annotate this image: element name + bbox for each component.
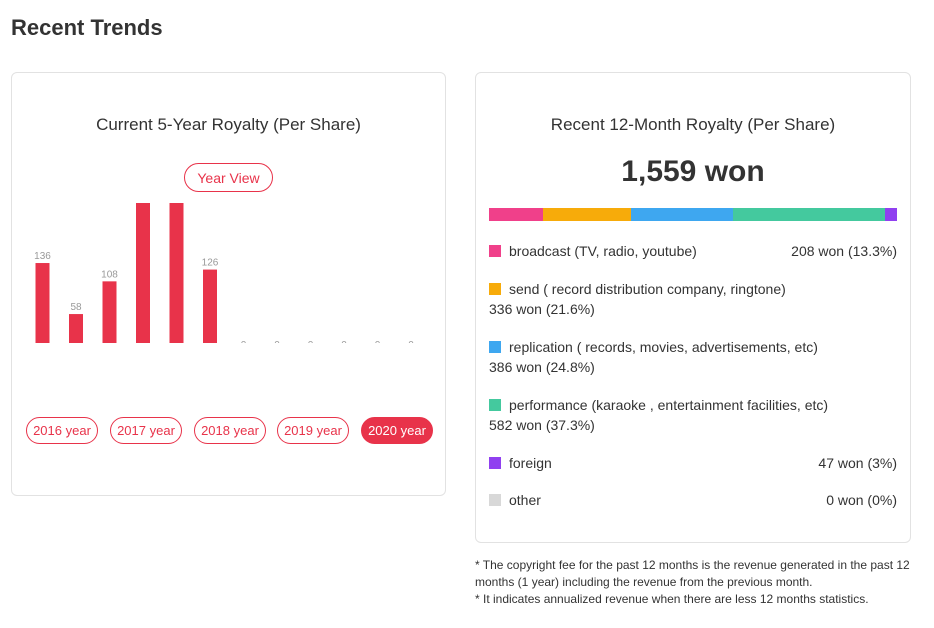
legend-swatch	[489, 283, 501, 295]
legend-label: replication ( records, movies, advertise…	[509, 339, 818, 355]
legend-label: broadcast (TV, radio, youtube)	[509, 243, 697, 259]
footnotes: * The copyright fee for the past 12 mont…	[475, 557, 915, 608]
legend-swatch	[489, 457, 501, 469]
bar-value-label: 0	[274, 340, 280, 343]
bar-value-label: 0	[375, 340, 381, 343]
five-year-royalty-title: Current 5-Year Royalty (Per Share)	[96, 115, 361, 134]
bar-value-label: 0	[308, 340, 314, 343]
five-year-royalty-card: Current 5-Year Royalty (Per Share) Year …	[11, 72, 446, 496]
bar-month-6	[203, 269, 217, 343]
legend-value: 582 won (37.3%)	[489, 417, 595, 433]
legend-value: 0 won (0%)	[826, 492, 897, 508]
legend-value: 336 won (21.6%)	[489, 301, 595, 317]
legend-item: broadcast (TV, radio, youtube) 208 won (1…	[489, 243, 897, 259]
legend-label: send ( record distribution company, ring…	[509, 281, 786, 297]
bar-value-label: 108	[101, 269, 118, 280]
bar-month-3	[102, 281, 117, 343]
year-button-2019[interactable]: 2019 year	[277, 417, 349, 444]
year-button-2016[interactable]: 2016 year	[26, 417, 98, 444]
bar-month-1	[35, 263, 50, 343]
breakdown-segment	[543, 208, 632, 221]
legend-label: foreign	[509, 455, 552, 471]
legend-swatch	[489, 245, 501, 257]
legend-item: foreign 47 won (3%)	[489, 455, 897, 471]
legend-label: performance (karaoke , entertainment fac…	[509, 397, 829, 413]
royalty-breakdown-bar	[489, 208, 897, 221]
twelve-month-royalty-card: Recent 12-Month Royalty (Per Share) 1,55…	[475, 72, 911, 543]
year-button-2017[interactable]: 2017 year	[110, 417, 182, 444]
footnote-1: * The copyright fee for the past 12 mont…	[475, 558, 910, 589]
legend-item: replication ( records, movies, advertise…	[489, 339, 897, 375]
legend-swatch	[489, 494, 501, 506]
legend-item: send ( record distribution company, ring…	[489, 281, 897, 317]
legend-swatch	[489, 399, 501, 411]
breakdown-segment	[732, 208, 885, 221]
total-royalty: 1,559 won	[621, 155, 765, 188]
bar-value-label: 0	[241, 340, 247, 343]
legend-value: 208 won (13.3%)	[791, 243, 897, 259]
legend-swatch	[489, 341, 501, 353]
breakdown-segment	[489, 208, 544, 221]
legend-item: other 0 won (0%)	[489, 492, 897, 508]
twelve-month-royalty-title: Recent 12-Month Royalty (Per Share)	[550, 115, 836, 134]
footnote-2: * It indicates annualized revenue when t…	[475, 592, 869, 606]
bar-month-2	[69, 314, 83, 343]
legend-value: 386 won (24.8%)	[489, 359, 595, 375]
bar-value-label: 0	[341, 340, 347, 343]
breakdown-segment	[631, 208, 733, 221]
monthly-royalty-bar-chart: 13615821083229423351266070809010011012	[34, 203, 414, 343]
bar-month-4	[136, 203, 150, 343]
page-title: Recent Trends	[11, 15, 163, 40]
legend-label: other	[509, 492, 541, 508]
year-button-2020[interactable]: 2020 year	[361, 417, 433, 444]
bar-month-5	[169, 203, 184, 343]
year-button-2018[interactable]: 2018 year	[194, 417, 266, 444]
legend-value: 47 won (3%)	[818, 455, 897, 471]
bar-value-label: 0	[408, 340, 414, 343]
bar-value-label: 126	[202, 258, 219, 269]
legend-item: performance (karaoke , entertainment fac…	[489, 397, 897, 433]
year-view-button[interactable]: Year View	[184, 163, 273, 192]
breakdown-segment	[884, 208, 897, 221]
bar-value-label: 136	[34, 251, 51, 262]
bar-value-label: 58	[70, 302, 82, 313]
